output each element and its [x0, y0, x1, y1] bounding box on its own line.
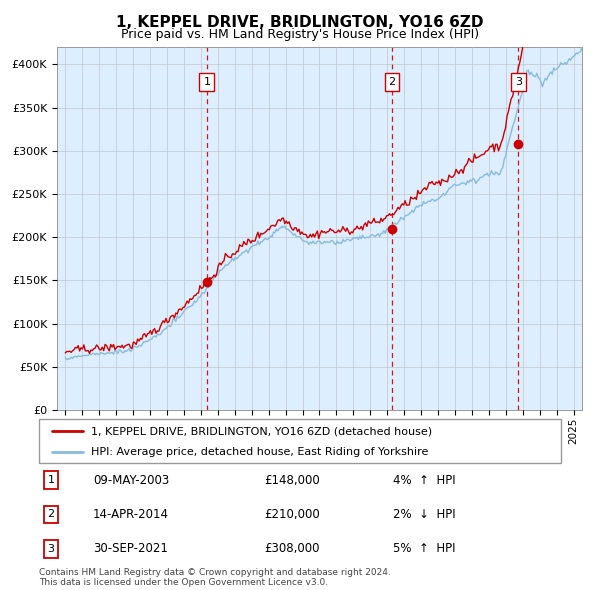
Text: 1, KEPPEL DRIVE, BRIDLINGTON, YO16 6ZD: 1, KEPPEL DRIVE, BRIDLINGTON, YO16 6ZD: [116, 15, 484, 30]
Text: 2: 2: [47, 510, 55, 519]
Text: Price paid vs. HM Land Registry's House Price Index (HPI): Price paid vs. HM Land Registry's House …: [121, 28, 479, 41]
Text: £210,000: £210,000: [264, 508, 320, 521]
Text: 5%  ↑  HPI: 5% ↑ HPI: [393, 542, 455, 555]
Text: £148,000: £148,000: [264, 474, 320, 487]
Text: 1, KEPPEL DRIVE, BRIDLINGTON, YO16 6ZD (detached house): 1, KEPPEL DRIVE, BRIDLINGTON, YO16 6ZD (…: [91, 427, 433, 436]
Text: 09-MAY-2003: 09-MAY-2003: [93, 474, 169, 487]
Text: 30-SEP-2021: 30-SEP-2021: [93, 542, 168, 555]
Text: HPI: Average price, detached house, East Riding of Yorkshire: HPI: Average price, detached house, East…: [91, 447, 428, 457]
Text: 4%  ↑  HPI: 4% ↑ HPI: [393, 474, 455, 487]
Text: 2: 2: [388, 77, 395, 87]
Text: 2%  ↓  HPI: 2% ↓ HPI: [393, 508, 455, 521]
Text: Contains HM Land Registry data © Crown copyright and database right 2024.: Contains HM Land Registry data © Crown c…: [39, 568, 391, 577]
Text: 3: 3: [515, 77, 522, 87]
Text: 3: 3: [47, 544, 55, 553]
Text: 1: 1: [203, 77, 211, 87]
Text: £308,000: £308,000: [264, 542, 320, 555]
Text: 14-APR-2014: 14-APR-2014: [93, 508, 169, 521]
Text: 1: 1: [47, 476, 55, 485]
Text: This data is licensed under the Open Government Licence v3.0.: This data is licensed under the Open Gov…: [39, 578, 328, 587]
